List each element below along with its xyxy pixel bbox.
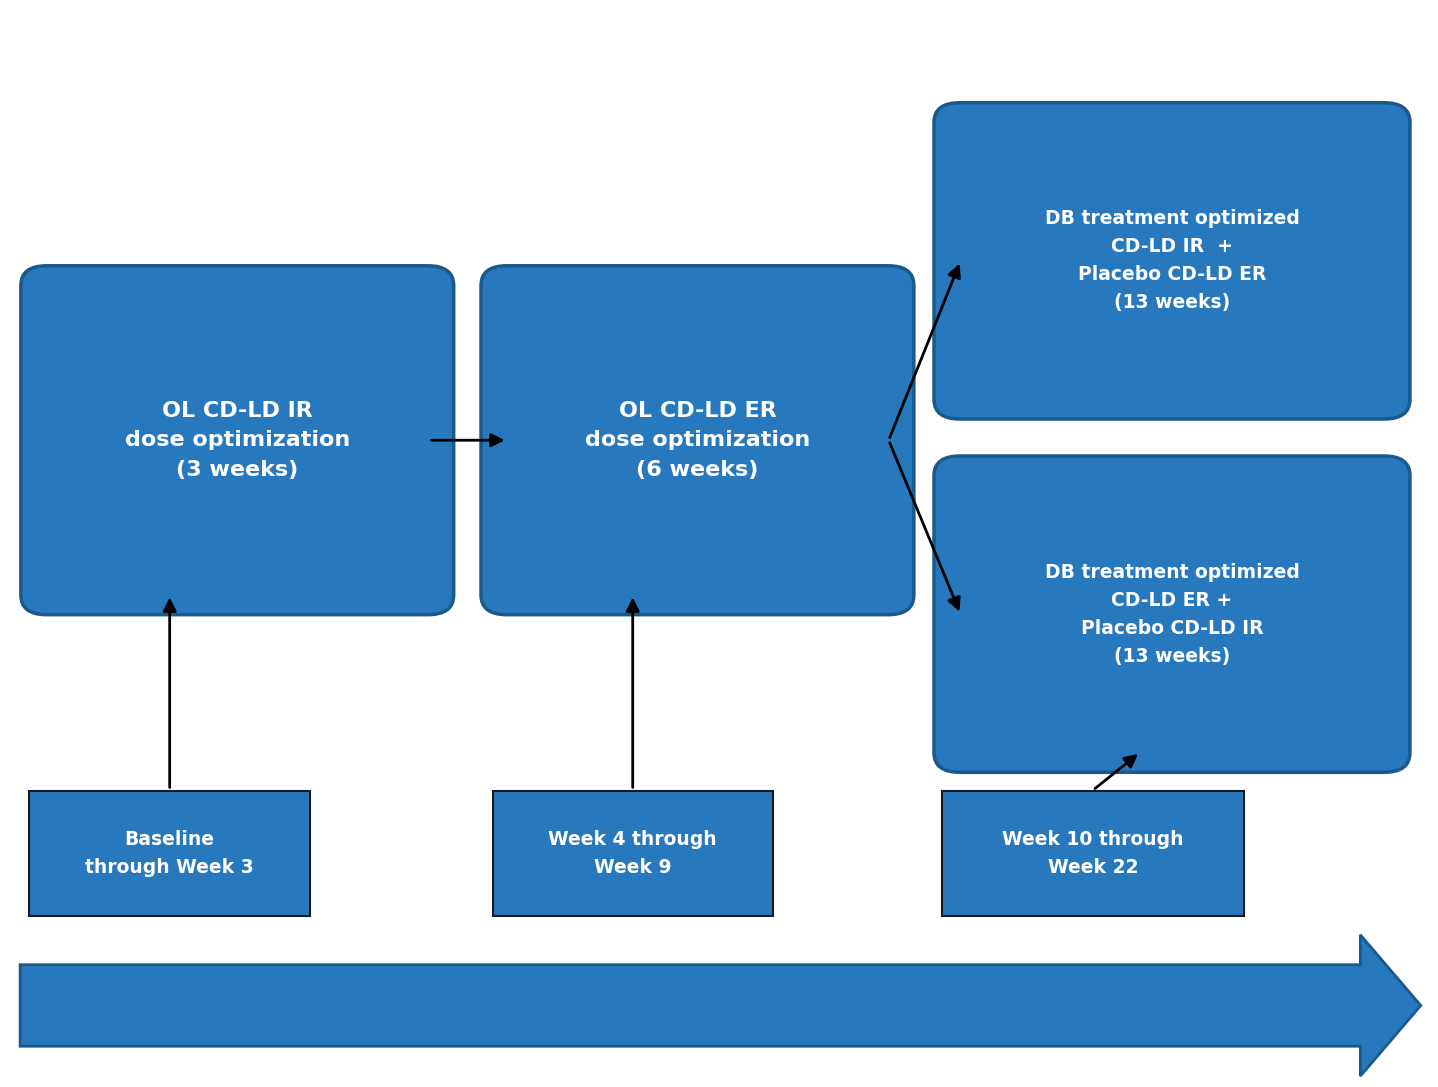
Text: DB treatment optimized
CD-LD IR  +
Placebo CD-LD ER
(13 weeks): DB treatment optimized CD-LD IR + Placeb… <box>1044 210 1300 312</box>
FancyBboxPatch shape <box>935 103 1409 418</box>
Text: Week 4 through
Week 9: Week 4 through Week 9 <box>548 829 718 877</box>
FancyBboxPatch shape <box>935 457 1409 772</box>
Text: Week 10 through
Week 22: Week 10 through Week 22 <box>1002 829 1183 877</box>
Text: OL CD-LD ER
dose optimization
(6 weeks): OL CD-LD ER dose optimization (6 weeks) <box>585 401 810 479</box>
FancyBboxPatch shape <box>480 266 915 615</box>
FancyBboxPatch shape <box>492 791 774 915</box>
FancyBboxPatch shape <box>942 791 1244 915</box>
FancyBboxPatch shape <box>29 791 311 915</box>
Polygon shape <box>20 935 1421 1076</box>
Text: OL CD-LD IR
dose optimization
(3 weeks): OL CD-LD IR dose optimization (3 weeks) <box>125 401 349 479</box>
Text: DB treatment optimized
CD-LD ER +
Placebo CD-LD IR
(13 weeks): DB treatment optimized CD-LD ER + Placeb… <box>1044 563 1300 665</box>
FancyBboxPatch shape <box>20 266 454 615</box>
Text: Baseline
through Week 3: Baseline through Week 3 <box>85 829 255 877</box>
